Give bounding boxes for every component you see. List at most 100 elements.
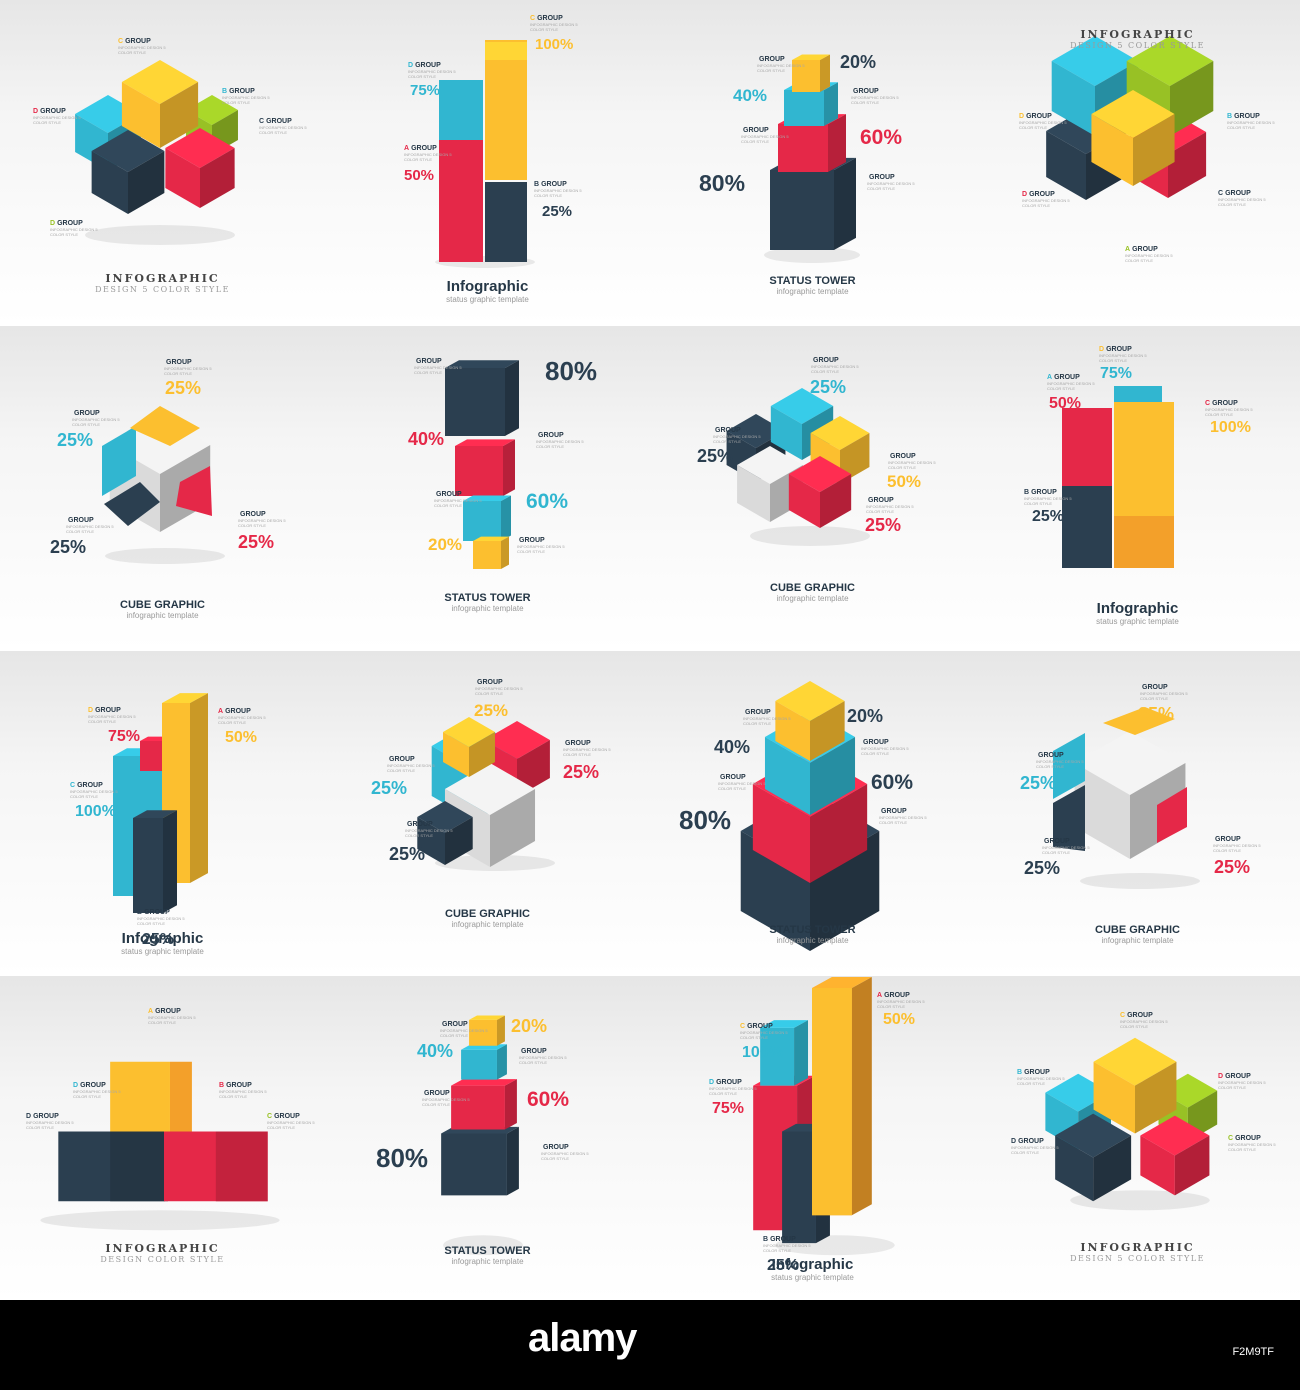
group-letter: B bbox=[219, 1082, 225, 1089]
group-label: GROUP INFOGRAPHIC DESIGN 5 COLOR STYLE bbox=[757, 56, 817, 73]
group-name: GROUP bbox=[1044, 838, 1070, 845]
group-label: D GROUP INFOGRAPHIC DESIGN 5 COLOR STYLE bbox=[408, 62, 468, 79]
infographic-tile: STATUS TOWER infographic template GROUP INF… bbox=[325, 976, 650, 1300]
group-label: B GROUP INFOGRAPHIC DESIGN 5 COLOR STYLE bbox=[534, 181, 594, 198]
group-name: GROUP bbox=[813, 357, 839, 364]
group-label: GROUP INFOGRAPHIC DESIGN 5 COLOR STYLE bbox=[1213, 836, 1273, 853]
group-letter: B bbox=[534, 181, 540, 188]
tile-title: INFOGRAPHIC DESIGN 5 COLOR STYLE bbox=[975, 1241, 1300, 1263]
group-description: INFOGRAPHIC DESIGN 5 COLOR STYLE bbox=[1011, 1145, 1059, 1155]
tile-title: Infographic status graphic template bbox=[975, 600, 1300, 626]
group-name: GROUP bbox=[229, 88, 255, 95]
group-description: INFOGRAPHIC DESIGN 5 COLOR STYLE bbox=[740, 1030, 788, 1040]
group-label: C GROUP INFOGRAPHIC DESIGN 5 COLOR STYLE bbox=[259, 118, 319, 135]
group-letter: C bbox=[740, 1023, 746, 1030]
percent-value: 20% bbox=[847, 706, 884, 726]
group-name: GROUP bbox=[1031, 489, 1057, 496]
group-name: GROUP bbox=[884, 992, 910, 999]
group-label: GROUP INFOGRAPHIC DESIGN 5 COLOR STYLE bbox=[66, 517, 126, 534]
percent-value: 25% bbox=[57, 430, 94, 450]
percent-value: 25% bbox=[865, 515, 902, 535]
group-letter: B bbox=[1024, 489, 1030, 496]
cube-c2-left bbox=[165, 148, 200, 208]
group-name: GROUP bbox=[240, 511, 266, 518]
group-name: GROUP bbox=[95, 707, 121, 714]
tile-title-text: Infographic bbox=[1096, 600, 1179, 617]
tile-title: CUBE GRAPHIC infographic template bbox=[0, 599, 325, 620]
percent-value: 50% bbox=[404, 167, 435, 184]
group-name: GROUP bbox=[1142, 684, 1168, 691]
percent-value: 80% bbox=[679, 805, 732, 835]
group-description: INFOGRAPHIC DESIGN 5 COLOR STYLE bbox=[541, 1151, 589, 1161]
bar-d-front bbox=[439, 80, 483, 140]
group-name: GROUP bbox=[125, 38, 151, 45]
seg-red bbox=[1157, 787, 1187, 843]
group-letter: C bbox=[259, 118, 265, 125]
group-description: INFOGRAPHIC DESIGN 5 COLOR STYLE bbox=[1140, 691, 1188, 701]
group-description: INFOGRAPHIC DESIGN 5 COLOR STYLE bbox=[866, 504, 914, 514]
group-label: GROUP INFOGRAPHIC DESIGN 5 COLOR STYLE bbox=[866, 497, 926, 514]
cube-c2-right bbox=[1174, 1135, 1210, 1196]
group-label: D GROUP INFOGRAPHIC DESIGN 5 COLOR STYLE bbox=[26, 1113, 86, 1130]
tile-title-text: Infographic bbox=[771, 1256, 854, 1273]
percent-value: 25% bbox=[1138, 704, 1175, 724]
ground-shadow bbox=[40, 1210, 280, 1231]
c-yellow-left bbox=[443, 732, 469, 777]
infographic-graphic bbox=[1053, 707, 1200, 889]
group-letter: D bbox=[73, 1082, 79, 1089]
group-label: C GROUP INFOGRAPHIC DESIGN 5 COLOR STYLE bbox=[1218, 190, 1278, 207]
group-description: INFOGRAPHIC DESIGN 5 COLOR STYLE bbox=[238, 518, 286, 528]
infographic-tile: Infographic status graphic template D GROUP… bbox=[0, 651, 325, 976]
cube-a-top bbox=[1091, 90, 1175, 138]
group-description: INFOGRAPHIC DESIGN 5 COLOR STYLE bbox=[718, 781, 766, 791]
tile-subtitle: status graphic template bbox=[771, 1273, 854, 1282]
group-name: GROUP bbox=[890, 453, 916, 460]
group-name: GROUP bbox=[770, 1236, 796, 1243]
group-label: C GROUP INFOGRAPHIC DESIGN 5 COLOR STYLE bbox=[1205, 400, 1265, 417]
group-name: GROUP bbox=[1029, 191, 1055, 198]
group-label: GROUP INFOGRAPHIC DESIGN 5 COLOR STYLE bbox=[414, 358, 474, 375]
infographic-graphic bbox=[726, 388, 870, 546]
group-description: INFOGRAPHIC DESIGN 5 COLOR STYLE bbox=[218, 715, 266, 725]
image-id: F2M9TF bbox=[1232, 1346, 1274, 1358]
group-name: GROUP bbox=[868, 497, 894, 504]
block-80-side bbox=[834, 157, 856, 250]
percent-value: 25% bbox=[563, 762, 600, 782]
group-name: GROUP bbox=[519, 537, 545, 544]
percent-value: 50% bbox=[883, 1011, 916, 1028]
group-label: B GROUP INFOGRAPHIC DESIGN 5 COLOR STYLE bbox=[222, 88, 282, 105]
tower-40-top bbox=[455, 439, 515, 446]
group-name: GROUP bbox=[745, 709, 771, 716]
tile-subtitle: status graphic template bbox=[1096, 617, 1179, 626]
percent-value: 20% bbox=[840, 52, 877, 72]
infographic-tile: Infographic status graphic template C GROUP… bbox=[650, 976, 975, 1300]
seg-yellow bbox=[130, 406, 200, 446]
group-description: INFOGRAPHIC DESIGN 5 COLOR STYLE bbox=[534, 188, 582, 198]
tower-60-top bbox=[463, 495, 511, 501]
infographic-graphic bbox=[740, 681, 880, 951]
tile-subtitle: status graphic template bbox=[446, 295, 529, 304]
bar-d-top bbox=[760, 1020, 809, 1028]
group-description: INFOGRAPHIC DESIGN 5 COLOR STYLE bbox=[88, 714, 136, 724]
infographic-graphic bbox=[435, 40, 535, 268]
group-description: INFOGRAPHIC DESIGN 5 COLOR STYLE bbox=[219, 1089, 267, 1099]
group-label: GROUP INFOGRAPHIC DESIGN 5 COLOR STYLE bbox=[811, 357, 871, 374]
group-letter: C bbox=[1218, 190, 1224, 197]
tile-title: CUBE GRAPHIC infographic template bbox=[325, 908, 650, 929]
tile-title: Infographic status graphic template bbox=[325, 278, 650, 304]
tile-title: CUBE GRAPHIC infographic template bbox=[975, 924, 1300, 945]
percent-value: 60% bbox=[860, 126, 903, 149]
block-60-side bbox=[828, 114, 846, 172]
group-letter: B bbox=[1017, 1069, 1023, 1076]
tower-80-front bbox=[441, 1133, 507, 1196]
bar-b-top bbox=[133, 810, 177, 818]
group-name: GROUP bbox=[411, 145, 437, 152]
group-name: GROUP bbox=[40, 108, 66, 115]
group-letter: B bbox=[222, 88, 228, 95]
infographic-tile: STATUS TOWER infographic template GROUP INF… bbox=[650, 651, 975, 976]
infographic-graphic bbox=[1062, 386, 1174, 568]
percent-value: 25% bbox=[474, 701, 509, 720]
tile-title-text: INFOGRAPHIC bbox=[1080, 1241, 1195, 1254]
group-name: GROUP bbox=[1235, 1135, 1261, 1142]
group-letter: B bbox=[763, 1236, 769, 1243]
